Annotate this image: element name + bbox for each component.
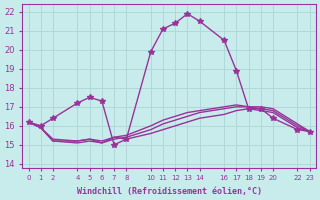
X-axis label: Windchill (Refroidissement éolien,°C): Windchill (Refroidissement éolien,°C) xyxy=(76,187,262,196)
